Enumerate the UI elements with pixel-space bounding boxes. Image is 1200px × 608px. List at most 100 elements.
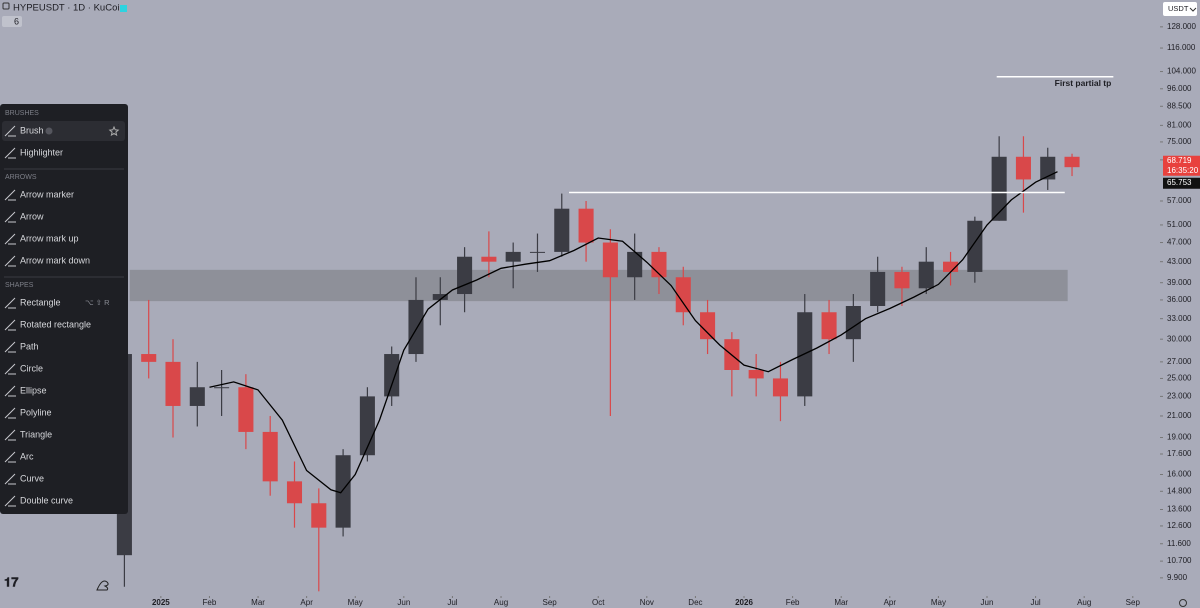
- y-tick-label: 10.700: [1167, 556, 1192, 565]
- y-tick-label: 27.000: [1167, 357, 1192, 366]
- candle-body: [1064, 156, 1080, 168]
- candle-body: [335, 455, 351, 528]
- y-tick-label: 36.000: [1167, 295, 1192, 304]
- menu-item-icon: [4, 189, 16, 201]
- y-tick-label: 25.000: [1167, 374, 1192, 383]
- menu-item-icon: [4, 473, 16, 485]
- candle-body: [359, 396, 375, 456]
- y-tick-label: 21.000: [1167, 411, 1192, 420]
- menu-item[interactable]: Ellipse: [20, 385, 47, 395]
- x-tick-label: 2026: [735, 598, 753, 607]
- candle-body: [311, 503, 327, 528]
- y-tick-label: 51.000: [1167, 220, 1192, 229]
- menu-item-icon: [4, 363, 16, 375]
- x-tick-label: May: [931, 598, 946, 607]
- menu-item[interactable]: Polyline: [20, 407, 52, 417]
- candle-body: [967, 220, 983, 272]
- menu-item[interactable]: Arrow: [20, 211, 44, 221]
- candle-body: [772, 378, 788, 397]
- currency-label: USDT: [1168, 4, 1189, 13]
- y-tick-label: 43.000: [1167, 257, 1192, 266]
- menu-item[interactable]: Arrow marker: [20, 189, 74, 199]
- candle-body: [432, 294, 448, 300]
- x-tick-label: Mar: [834, 598, 848, 607]
- mascot-icon: [96, 580, 109, 591]
- candle-body: [870, 271, 886, 306]
- y-tick-label: 23.000: [1167, 391, 1192, 400]
- y-tick-label: 17.600: [1167, 449, 1192, 458]
- candle-body: [1015, 156, 1031, 180]
- x-tick-label: 2025: [152, 598, 170, 607]
- y-tick-label: 39.000: [1167, 278, 1192, 287]
- candle-body: [918, 261, 934, 289]
- x-tick-label: Feb: [786, 598, 800, 607]
- price-zone: [129, 269, 1068, 302]
- menu-item[interactable]: Circle: [20, 363, 43, 373]
- menu-item-icon: [4, 233, 16, 245]
- y-tick-label: 14.800: [1167, 486, 1192, 495]
- y-tick-label: 96.000: [1167, 84, 1192, 93]
- menu-item-icon: [4, 451, 16, 463]
- menu-item-icon: [4, 429, 16, 441]
- x-tick-label: Sep: [543, 598, 558, 607]
- candle-body: [700, 312, 716, 340]
- favorite-star[interactable]: [108, 125, 120, 137]
- indicators-toggle[interactable]: [2, 16, 22, 27]
- x-tick-label: Aug: [1077, 598, 1091, 607]
- candle-body: [748, 369, 764, 379]
- menu-item[interactable]: Brush: [20, 125, 44, 135]
- menu-item-icon: [4, 385, 16, 397]
- menu-item[interactable]: Path: [20, 341, 39, 351]
- menu-item[interactable]: Arc: [20, 451, 34, 461]
- menu-item[interactable]: Triangle: [20, 429, 52, 439]
- menu-item-icon: [4, 297, 16, 309]
- candle-body: [529, 251, 546, 253]
- y-tick-label: 33.000: [1167, 314, 1192, 323]
- caret: [1189, 7, 1197, 12]
- settings-icon[interactable]: [1179, 599, 1187, 607]
- candle-body: [457, 256, 473, 295]
- menu-section-title: SHAPES: [5, 282, 34, 289]
- x-tick-label: Nov: [640, 598, 654, 607]
- x-tick-label: Apr: [300, 598, 313, 607]
- menu-item-icon: [4, 147, 16, 159]
- menu-item[interactable]: Curve: [20, 473, 44, 483]
- currency-button[interactable]: [1163, 2, 1197, 16]
- drawing-menu: BRUSHES Brush Highlighter ARROWS Arrow marke…: [0, 104, 128, 514]
- menu-item[interactable]: Highlighter: [20, 147, 63, 157]
- menu-section-title: ARROWS: [5, 174, 37, 181]
- last-price-label: 68.719: [1167, 156, 1192, 165]
- x-tick-label: Sep: [1126, 598, 1141, 607]
- menu-item-icon: [4, 255, 16, 267]
- symbol-icon: [2, 2, 10, 10]
- menu-item[interactable]: Arrow mark up: [20, 233, 79, 243]
- exchange-badge[interactable]: [120, 5, 127, 12]
- menu-item[interactable]: Double curve: [20, 495, 73, 505]
- menu-item-highlight: [2, 121, 125, 141]
- countdown-label: 16:35:20: [1167, 166, 1199, 175]
- ma-price-tag: [1163, 177, 1200, 189]
- candle-body: [627, 251, 643, 278]
- x-tick-label: Jul: [1030, 598, 1040, 607]
- menu-item[interactable]: Arrow mark down: [20, 255, 90, 265]
- candle-body: [165, 361, 181, 406]
- candle-body: [238, 387, 254, 432]
- candle-body: [578, 208, 594, 243]
- candle-body: [384, 354, 400, 397]
- x-tick-label: Dec: [688, 598, 702, 607]
- candle-body: [675, 277, 691, 313]
- y-tick-label: 30.000: [1167, 334, 1192, 343]
- candle-body: [943, 261, 959, 272]
- menu-item[interactable]: Rotated rectangle: [20, 319, 91, 329]
- tv-logo: 𝟏𝟕: [4, 574, 19, 589]
- y-tick-label: 47.000: [1167, 238, 1192, 247]
- y-tick-label: 104.000: [1167, 67, 1196, 76]
- candle-body: [189, 387, 205, 406]
- x-tick-label: Jun: [397, 598, 410, 607]
- y-tick-label: 57.000: [1167, 196, 1192, 205]
- candle-body: [141, 354, 157, 362]
- menu-item[interactable]: Rectangle: [20, 297, 61, 307]
- menu-item-icon: [4, 211, 16, 223]
